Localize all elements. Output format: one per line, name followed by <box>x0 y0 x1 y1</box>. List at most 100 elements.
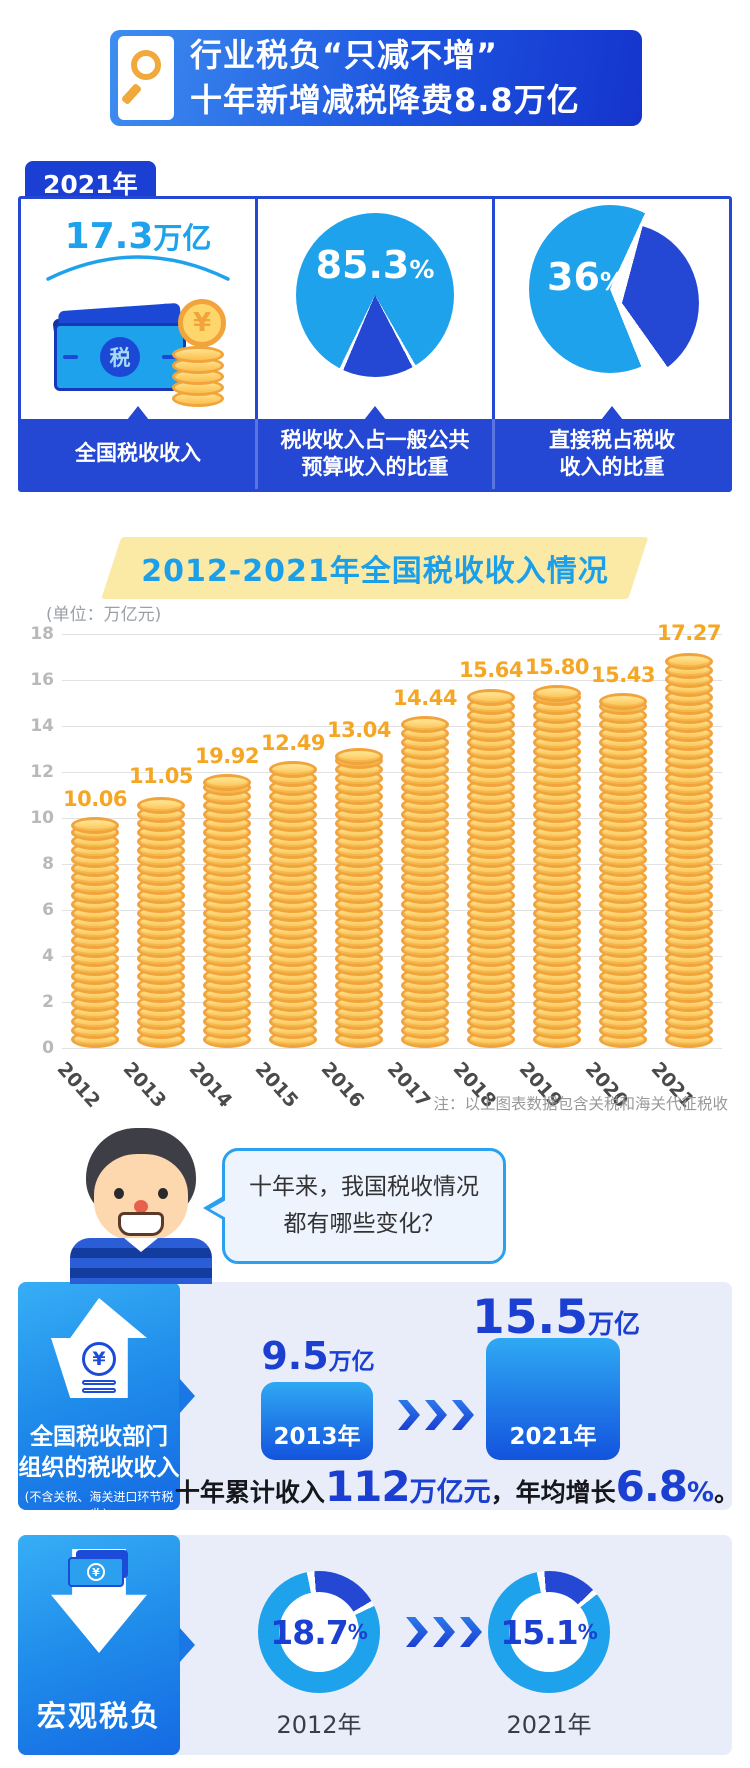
chevron-right-icon <box>425 1400 447 1430</box>
magnifier-handle-icon <box>120 82 143 106</box>
chevron-right-icons <box>406 1617 487 1647</box>
donut-chart-2012: 18.7% <box>258 1571 380 1693</box>
x-tick-label: 2014 <box>184 1058 237 1113</box>
bar-value-label: 19.92 <box>195 743 259 768</box>
bar-value-label: 12.49 <box>261 730 325 755</box>
x-tick-label: 2017 <box>382 1058 435 1113</box>
label-direct-tax: 直接税占税收 收入的比重 <box>492 406 729 489</box>
donut-year-2012: 2012年 <box>276 1711 362 1739</box>
revenue-to-year-box: 2021年 <box>486 1338 620 1460</box>
pie-chart-direct-tax: 36% <box>529 205 699 383</box>
chevron-right-icon <box>460 1617 482 1647</box>
pie-wedge-light <box>529 205 691 373</box>
bar-value-label: 15.43 <box>591 663 655 688</box>
y-tick-label: 16 <box>30 670 54 690</box>
question-line2: 都有哪些变化？ <box>283 1211 445 1237</box>
yen-coin-icon: ¥ <box>178 299 226 347</box>
coin-bar-2019 <box>533 684 581 1048</box>
bar-value-label: 15.80 <box>525 654 589 679</box>
bar-value-label: 15.64 <box>459 658 523 683</box>
header-banner: 行业税负“只减不增” 十年新增减税降费8.8万亿 <box>110 30 642 126</box>
gridline <box>62 633 722 635</box>
side-box-revenue: ¥ 全国税收部门 组织的税收收入 (不含关税、海关进口环节税收) <box>18 1282 195 1521</box>
stats-label-bar: 全国税收收入 税收收入占一般公共 预算收入的比重 直接税占税收 收入的比重 <box>21 406 729 489</box>
coin-bar-2013 <box>137 794 185 1048</box>
gridline <box>62 771 722 773</box>
y-tick-label: 14 <box>30 716 54 736</box>
revenue-to-value: 15.5万亿 <box>472 1290 640 1345</box>
magnifier-box <box>118 36 174 120</box>
page-title-line1: 行业税负“只减不增” <box>190 35 499 74</box>
stat-card-total-revenue: 17.3万亿 税 <box>21 199 255 419</box>
x-tick-label: 2013 <box>118 1058 171 1113</box>
direct-tax-value: 36% <box>547 255 625 299</box>
chart-title-banner: 2012-2021年全国税收收入情况 <box>101 537 649 599</box>
bar-value-label: 10.06 <box>63 786 127 811</box>
label-budget-share: 税收收入占一般公共 预算收入的比重 <box>255 406 492 489</box>
macro-section-title: 宏观税负 <box>36 1699 161 1733</box>
y-tick-label: 18 <box>30 624 54 644</box>
coin-bar-2018 <box>467 688 515 1048</box>
chart-plot: 0 2 4 6 8 10 12 14 16 18 10.06 2012 11.05 2013 19.92 20… <box>30 621 722 1112</box>
page-title: 行业税负“只减不增” 十年新增减税降费8.8万亿 <box>190 33 580 124</box>
speech-bubble: 十年来，我国税收情况 都有哪些变化？ <box>203 1148 506 1264</box>
label-total-revenue: 全国税收收入 <box>21 406 255 489</box>
house-up-arrow-icon: ¥ <box>51 1298 147 1398</box>
donut-year-2021: 2021年 <box>506 1711 592 1739</box>
y-tick-label: 10 <box>30 808 54 828</box>
revenue-from-value: 9.5万亿 <box>261 1334 375 1378</box>
coin-bar-2017 <box>401 716 449 1048</box>
bar-chart: (单位：万亿元) 0 2 4 6 8 10 12 14 16 18 10.06 2012 11.05 20… <box>20 598 730 1128</box>
y-tick-label: 4 <box>42 946 54 966</box>
budget-share-value: 85.3% <box>315 243 435 287</box>
stats-2021-box: 17.3万亿 税 <box>18 196 732 492</box>
bar-value-label: 13.04 <box>327 718 391 743</box>
x-tick-label: 2012 <box>52 1058 105 1113</box>
coin-bar-2020 <box>599 693 647 1048</box>
stat-card-direct-tax: 36% <box>492 199 729 419</box>
revenue-section-subtitle: (不含关税、海关进口环节税收) <box>24 1490 174 1521</box>
gridline <box>62 817 722 819</box>
chevron-right-icon <box>398 1400 420 1430</box>
revenue-from-year-box: 2013年 <box>261 1382 373 1460</box>
stat-card-share-of-budget: 85.3% <box>255 199 492 419</box>
coin-stack-icon: ¥ <box>170 299 226 407</box>
x-tick-label: 2015 <box>250 1058 303 1113</box>
gridline <box>62 955 722 957</box>
pie-chart-budget-share <box>296 213 454 377</box>
stats-row: 17.3万亿 税 <box>21 199 729 419</box>
tax-coin-icon: 税 <box>100 337 140 377</box>
revenue-summary: 十年累计收入 112 万亿元 ，年均增长 6.8 % 。 <box>174 1462 740 1511</box>
x-tick-label: 2016 <box>316 1058 369 1113</box>
revenue-section-title: 全国税收部门 组织的税收收入 <box>18 1424 180 1482</box>
y-tick-label: 6 <box>42 900 54 920</box>
coin-bar-2016 <box>335 748 383 1048</box>
side-box-macro: ¥ 宏观税负 <box>18 1535 195 1755</box>
cash-icon: 税 ¥ <box>48 299 228 409</box>
gridline <box>62 909 722 911</box>
y-tick-label: 8 <box>42 854 54 874</box>
bar-value-label: 11.05 <box>129 763 193 788</box>
gridline <box>62 1001 722 1003</box>
gridline <box>62 725 722 727</box>
coin-bar-2015 <box>269 761 317 1048</box>
chart-note: 注：以上图表数据包含关税和海关代征税收 <box>433 1095 728 1113</box>
gridline <box>62 1047 722 1049</box>
page-title-line2: 十年新增减税降费8.8万亿 <box>190 81 580 119</box>
chart-title: 2012-2021年全国税收收入情况 <box>141 554 609 589</box>
donut-chart-2021: 15.1% <box>488 1571 610 1693</box>
bar-value-label: 17.27 <box>657 620 721 645</box>
man-avatar <box>58 1128 226 1284</box>
chart-unit-label: (单位：万亿元) <box>46 605 162 625</box>
magnifier-icon <box>131 50 161 80</box>
y-tick-label: 12 <box>30 762 54 782</box>
panel-tax-department-revenue: ¥ 全国税收部门 组织的税收收入 (不含关税、海关进口环节税收) 9.5万亿 2… <box>18 1282 740 1521</box>
coin-bar-2021 <box>665 651 713 1048</box>
total-revenue-value: 17.3万亿 <box>64 216 212 257</box>
chevron-right-icons <box>398 1400 479 1430</box>
question-line1: 十年来，我国税收情况 <box>249 1174 479 1201</box>
gridline <box>62 679 722 681</box>
y-tick-label: 2 <box>42 992 54 1012</box>
chevron-right-icon <box>406 1617 428 1647</box>
coin-bar-2014 <box>203 773 251 1048</box>
